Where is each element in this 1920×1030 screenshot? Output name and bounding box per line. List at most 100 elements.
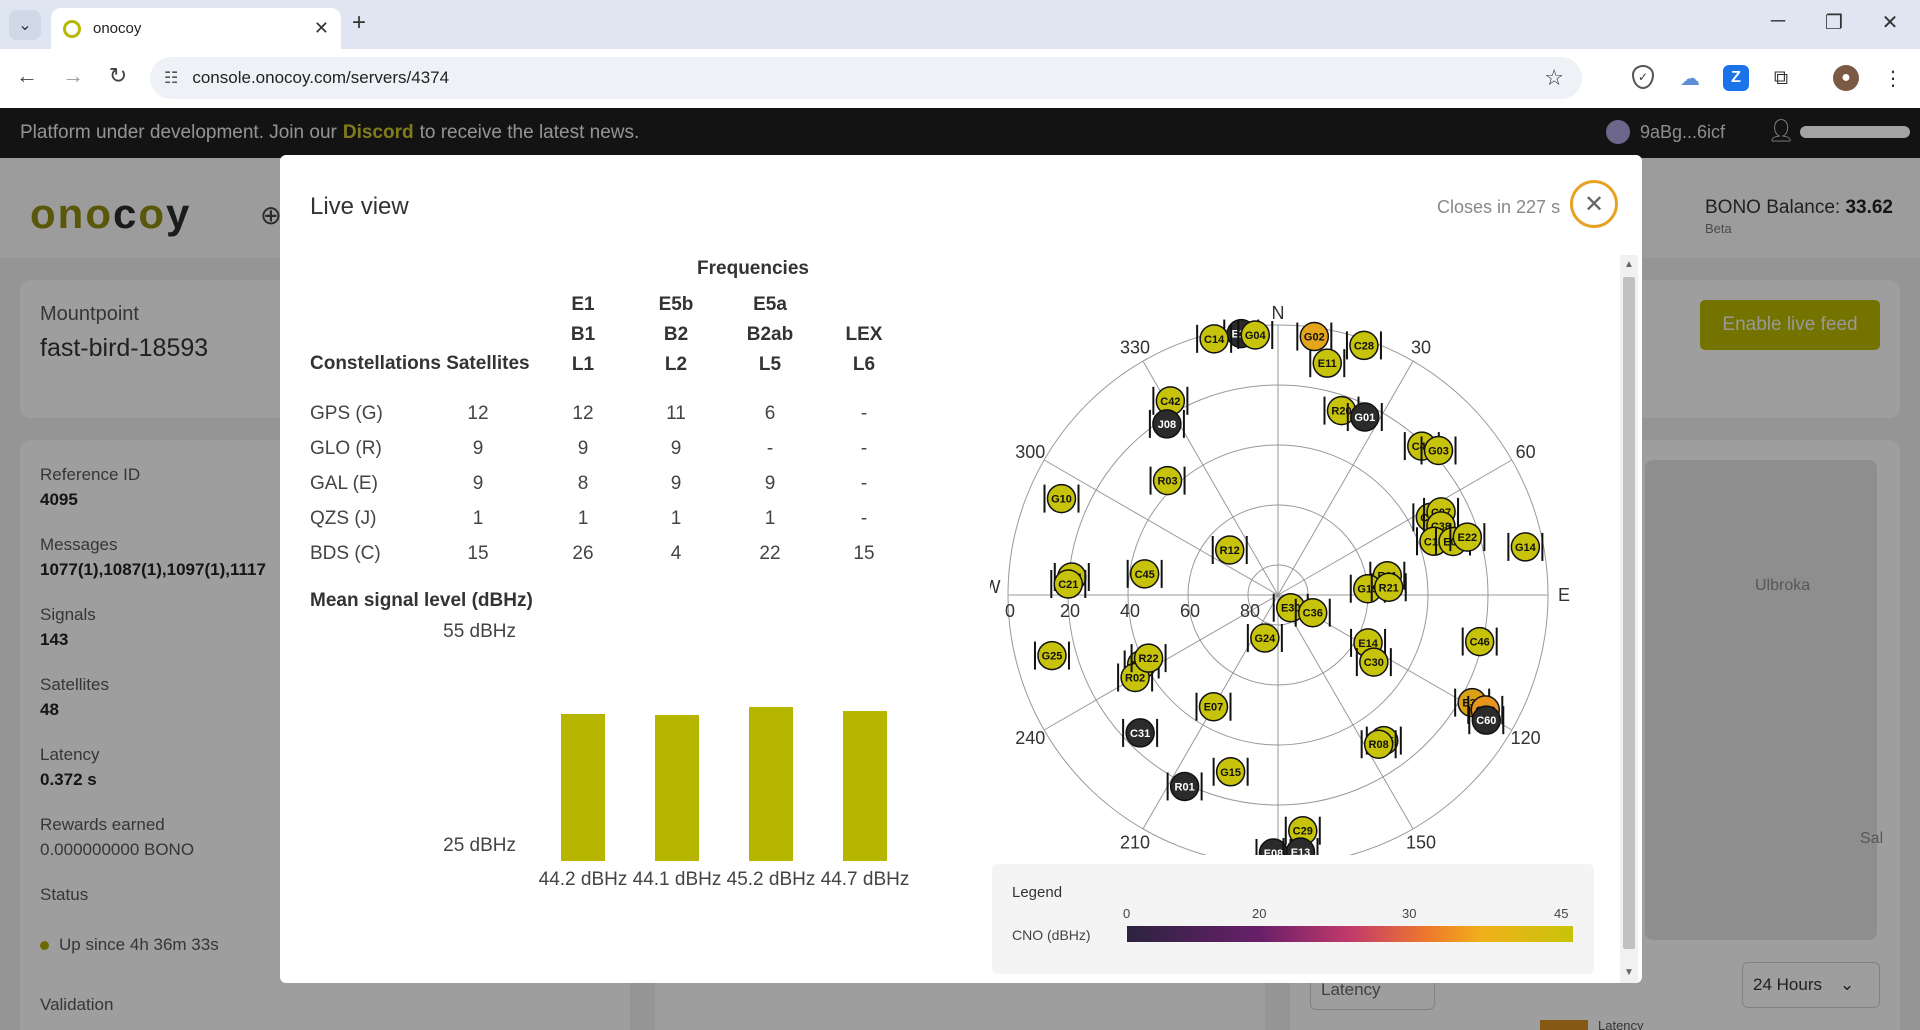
live-view-modal: Live view Closes in 227 s ✕ ▲ ▼ Frequenc… <box>280 155 1642 983</box>
satellite-marker[interactable]: G25 <box>1033 640 1070 671</box>
satellite-marker[interactable]: C29 <box>1284 815 1321 846</box>
user-icon[interactable]: 👤︎ <box>1767 118 1795 143</box>
bookmark-star-icon[interactable]: ☆ <box>1544 65 1564 90</box>
row-frequency-count: 1 <box>577 508 589 529</box>
azimuth-label: 30 <box>1411 337 1431 357</box>
map-view[interactable] <box>1645 460 1877 940</box>
band-column-4: LEX L6 <box>845 324 883 375</box>
satellite-marker[interactable]: C36 <box>1294 597 1331 628</box>
forward-icon[interactable]: → <box>62 63 84 88</box>
satellite-marker[interactable]: J08 <box>1148 409 1185 439</box>
shield-extension-icon[interactable]: ✓ <box>1632 65 1654 89</box>
satellite-marker[interactable]: C28 <box>1345 330 1382 361</box>
enable-live-feed-button[interactable]: Enable live feed <box>1700 300 1880 350</box>
puzzle-extensions-icon[interactable]: ⧉ <box>1773 66 1789 89</box>
legend-tick-0: 0 <box>1123 906 1131 921</box>
row-frequency-count: 15 <box>853 543 875 564</box>
row-satellite-count: 9 <box>472 473 484 494</box>
satellite-marker[interactable]: G10 <box>1043 483 1080 514</box>
signals: Signals 143 <box>40 605 96 649</box>
satellite-marker[interactable]: C21 <box>1050 569 1087 599</box>
satellite-marker[interactable]: C45 <box>1126 559 1163 589</box>
url-text[interactable]: console.onocoy.com/servers/4374 <box>192 68 450 87</box>
row-frequency-count: 4 <box>670 543 682 564</box>
elevation-label: 20 <box>1060 601 1080 621</box>
more-menu-icon[interactable]: ⋮ <box>1883 67 1903 90</box>
restore-button[interactable]: ❐ <box>1825 12 1843 34</box>
scroll-up-icon[interactable]: ▲ <box>1624 259 1634 270</box>
satellite-id: E07 <box>1204 702 1224 714</box>
satellite-marker[interactable]: C14 <box>1196 324 1233 354</box>
satellite-id: C14 <box>1204 334 1225 346</box>
z-extension-icon[interactable]: Z <box>1723 65 1749 91</box>
satellite-id: E08 <box>1264 848 1284 855</box>
modal-title: Live view <box>310 193 409 220</box>
satellite-marker[interactable]: C60 <box>1468 705 1505 735</box>
satellite-marker[interactable]: C46 <box>1461 626 1498 657</box>
profile-avatar-icon[interactable]: ● <box>1833 65 1859 91</box>
new-tab-button[interactable]: + <box>352 9 367 36</box>
satellite-marker[interactable]: G01 <box>1346 402 1383 432</box>
row-frequency-count: 22 <box>759 543 781 564</box>
minimize-button[interactable]: ─ <box>1770 10 1786 32</box>
satellite-id: C46 <box>1470 637 1490 649</box>
tab-close-icon[interactable]: ✕ <box>313 18 329 38</box>
row-constellation-name: GLO (R) <box>310 438 382 459</box>
satellite-marker[interactable]: E13 <box>1282 837 1319 855</box>
banner-text: Platform under development. Join our <box>20 122 337 143</box>
satellite-marker[interactable]: R03 <box>1149 465 1186 496</box>
satellite-id: G14 <box>1515 542 1537 554</box>
elevation-label: 0 <box>1005 601 1015 621</box>
satellite-marker[interactable]: C31 <box>1122 718 1159 748</box>
satellite-marker[interactable]: E11 <box>1309 348 1346 378</box>
beta-label: Beta <box>1705 221 1732 236</box>
close-modal-button[interactable]: ✕ <box>1570 180 1618 228</box>
satellite-marker[interactable]: R12 <box>1211 535 1248 565</box>
satellite-id: G25 <box>1042 651 1063 663</box>
map-label-ulbroka: Ulbroka <box>1755 577 1811 594</box>
cno-color-scale <box>1127 926 1573 942</box>
signal-bar-label: 44.7 dBHz <box>820 869 910 890</box>
constellations-header: Constellations Satellites <box>310 353 530 374</box>
satellite-marker[interactable]: C30 <box>1355 647 1392 677</box>
satellite-marker[interactable]: G14 <box>1507 532 1544 562</box>
address-bar[interactable]: ☷ console.onocoy.com/servers/4374 ☆ <box>150 57 1582 99</box>
satellite-marker[interactable]: E22 <box>1449 522 1486 552</box>
tab-search-button[interactable]: ⌄ <box>9 10 41 40</box>
back-icon[interactable]: ← <box>16 63 38 88</box>
satellite-marker[interactable]: G24 <box>1246 623 1283 653</box>
satellite-marker[interactable]: G04 <box>1237 320 1274 350</box>
user-name-redacted <box>1800 126 1910 138</box>
onocoy-logo[interactable]: onocoy <box>30 190 192 237</box>
satellite-id: C28 <box>1354 340 1374 352</box>
satellite-id: R21 <box>1379 582 1399 594</box>
scroll-down-icon[interactable]: ▼ <box>1624 967 1634 978</box>
satellite-marker[interactable]: G02 <box>1296 321 1333 352</box>
satellite-marker[interactable]: R08 <box>1360 729 1397 759</box>
row-frequency-count: - <box>860 473 868 494</box>
satellite-marker[interactable]: G15 <box>1212 757 1249 787</box>
reference-id: Reference ID 4095 <box>40 465 141 509</box>
close-window-button[interactable]: ✕ <box>1881 12 1899 34</box>
satellite-id: R01 <box>1175 781 1195 793</box>
satellite-marker[interactable]: R22 <box>1130 643 1167 673</box>
satellite-id: G01 <box>1354 412 1375 424</box>
wallet-address[interactable]: 9aBg...6icf <box>1605 120 1725 144</box>
satellite-marker[interactable]: E07 <box>1195 691 1232 722</box>
discord-link[interactable]: Discord <box>342 122 414 143</box>
cloud-extension-icon[interactable]: ☁ <box>1680 67 1700 90</box>
satellite-marker[interactable]: R21 <box>1370 572 1407 603</box>
browser-tab[interactable]: onocoy ✕ <box>51 8 341 49</box>
satellite-id: G10 <box>1051 494 1072 506</box>
scroll-thumb[interactable] <box>1623 277 1635 949</box>
site-info-icon[interactable]: ☷ <box>164 70 179 87</box>
time-range-select[interactable]: 24 Hours ⌄ <box>1742 962 1880 1008</box>
satellite-id: G24 <box>1254 633 1276 645</box>
latency: Latency 0.372 s <box>40 745 100 789</box>
satellite-marker[interactable]: R01 <box>1166 771 1203 802</box>
globe-icon[interactable]: ⊕ <box>260 200 282 230</box>
row-satellite-count: 9 <box>472 438 484 459</box>
satellite-marker[interactable]: G03 <box>1420 435 1457 466</box>
modal-scrollbar[interactable]: ▲ ▼ <box>1620 255 1638 983</box>
reload-icon[interactable]: ↻ <box>108 63 128 88</box>
